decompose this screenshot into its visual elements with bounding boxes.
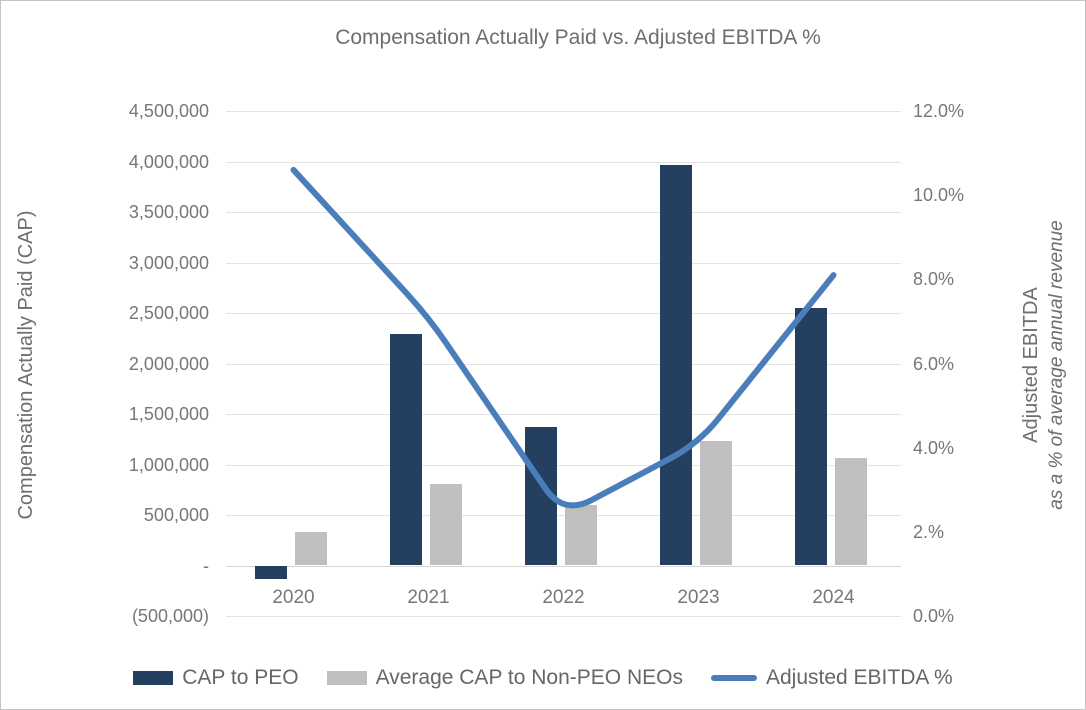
right-tick-label: 8.0% [913,269,955,290]
left-tick-label: 500,000 [143,505,209,525]
bar-cap-to-peo-2024 [794,307,827,566]
legend-label-non-peo-neos: Average CAP to Non-PEO NEOs [375,666,683,689]
bar-cap-to-peo-2020 [254,565,287,579]
left-tick-label: (500,000) [131,606,209,626]
gridline [226,161,901,163]
legend-item-cap-to-peo: CAP to PEO [133,666,299,690]
gridline [226,262,901,264]
bar-average-cap-to-non-peo-neos-2023 [699,441,732,566]
x-tick-label-2020: 2020 [272,587,315,608]
legend-item-adjusted-ebitda: Adjusted EBITDA % [710,666,953,690]
legend-label-cap-to-peo: CAP to PEO [182,666,299,689]
x-tick-label-2023: 2023 [677,587,720,608]
gridline [226,363,901,365]
adjusted-ebitda-line-swatch-icon [710,675,757,681]
legend-label-adjusted-ebitda: Adjusted EBITDA % [765,666,953,689]
gridline [226,313,901,314]
left-tick-label: 3,500,000 [128,202,209,222]
bar-average-cap-to-non-peo-neos-2021 [429,483,462,566]
bar-cap-to-peo-2021 [389,334,422,566]
bar-average-cap-to-non-peo-neos-2022 [564,504,597,566]
non-peo-neos-swatch-icon [326,671,367,685]
right-tick-label: 12.0% [913,101,965,121]
legend-item-non-peo-neos: Average CAP to Non-PEO NEOs [326,666,683,690]
left-tick-label: 2,000,000 [128,353,209,374]
x-tick-label-2024: 2024 [812,587,855,608]
bar-average-cap-to-non-peo-neos-2020 [294,532,327,566]
right-axis-title-line2: as a % of average annual revenue [1046,220,1067,510]
right-tick-label: 4.0% [913,437,955,458]
left-tick-label: 4,000,000 [128,151,209,172]
gridline [226,464,901,466]
zero-gridline [226,565,901,567]
legend: CAP to PEO Average CAP to Non-PEO NEOs A… [1,661,1085,695]
gridline [226,515,901,516]
right-tick-label: 0.0% [913,606,955,626]
left-tick-label: 1,500,000 [128,404,209,424]
gridline [226,212,901,213]
gridline [226,111,901,112]
left-tick-label: 3,000,000 [128,252,209,273]
left-tick-label: 1,000,000 [128,454,209,475]
chart-title: Compensation Actually Paid vs. Adjusted … [335,26,821,49]
x-tick-label-2021: 2021 [407,587,450,608]
left-tick-label: - [203,555,209,576]
gridline [226,616,901,617]
adjusted-ebitda-line [290,166,837,509]
bar-average-cap-to-non-peo-neos-2024 [834,458,867,566]
right-tick-label: 6.0% [913,353,955,374]
cap-to-peo-swatch-icon [133,671,174,685]
x-tick-label-2022: 2022 [542,587,585,608]
right-tick-label: 2.% [913,521,945,542]
plot-area [226,111,901,617]
right-axis-title: Adjusted EBITDA as a % of average annual… [1019,135,1071,595]
right-tick-label: 10.0% [913,185,965,206]
gridline [226,414,901,415]
left-axis-title: Compensation Actually Paid (CAP) [15,210,37,520]
right-axis-title-line1: Adjusted EBITDA [1020,287,1042,443]
left-tick-label: 4,500,000 [128,101,209,121]
left-tick-label: 2,500,000 [128,303,209,323]
bar-cap-to-peo-2023 [659,164,692,566]
